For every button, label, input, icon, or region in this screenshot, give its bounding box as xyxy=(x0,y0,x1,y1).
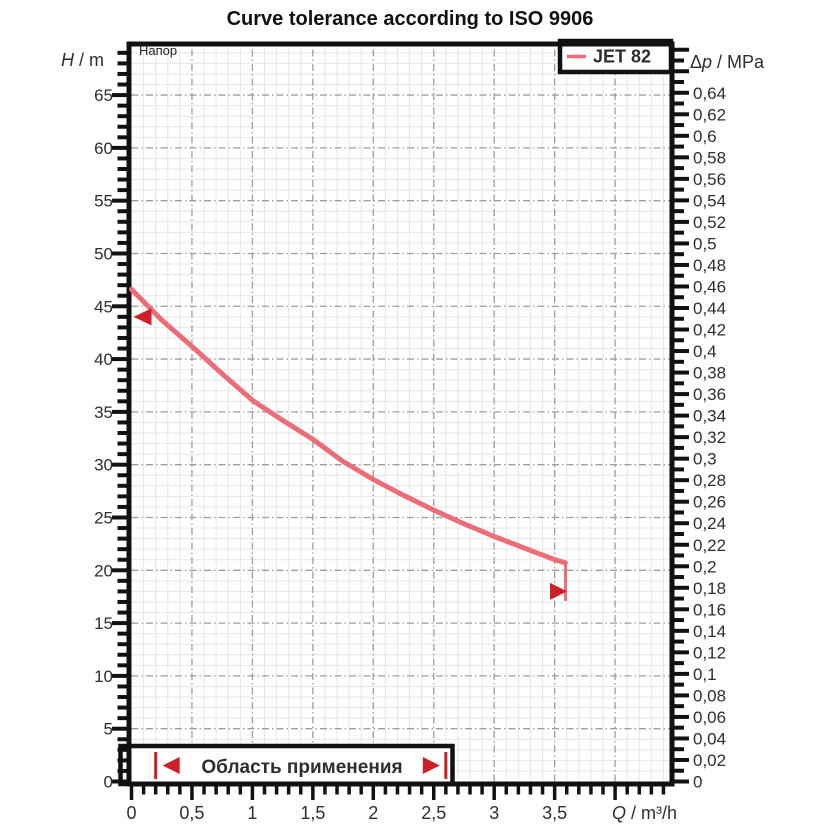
y-right-tick-label: 0,26 xyxy=(693,493,726,512)
y-right-tick-label: 0,2 xyxy=(693,557,717,576)
right-axis-ticks xyxy=(674,47,689,784)
x-tick-label: 2,5 xyxy=(421,803,446,823)
x-tick-label: 0,5 xyxy=(179,803,204,823)
chart-generated-series xyxy=(129,54,586,779)
x-tick-label: 1,5 xyxy=(300,803,325,823)
x-tick-label: 3 xyxy=(489,803,499,823)
y-right-tick-label: 0,42 xyxy=(693,321,726,340)
y-right-tick-label: 0,46 xyxy=(693,277,726,296)
y-right-tick-label: 0,14 xyxy=(693,622,726,641)
y-right-tick-label: 0 xyxy=(693,773,702,792)
curve-start-marker-icon xyxy=(133,308,152,326)
y-right-tick-label: 0,44 xyxy=(693,299,726,318)
y-left-tick-label: 35 xyxy=(94,403,113,422)
y-right-tick-label: 0,4 xyxy=(693,342,717,361)
application-range-label: Область применения xyxy=(201,757,402,778)
y-right-tick-label: 0,56 xyxy=(693,170,726,189)
y-right-axis-title: Δp / MPa xyxy=(690,52,765,72)
y-left-tick-label: 20 xyxy=(94,561,113,580)
y-right-tick-label: 0,12 xyxy=(693,643,726,662)
y-right-tick-label: 0,28 xyxy=(693,471,726,490)
y-right-tick-label: 0,08 xyxy=(693,686,726,705)
x-tick-label: 2 xyxy=(368,803,378,823)
y-left-tick-label: 40 xyxy=(94,350,113,369)
chart-generated-background: 0510152025303540455055606500,020,040,060… xyxy=(61,38,765,823)
y-right-tick-label: 0,06 xyxy=(693,708,726,727)
y-right-tick-label: 0,18 xyxy=(693,579,726,598)
axis-frame xyxy=(126,41,675,787)
range-right-arrow-icon xyxy=(422,757,440,774)
y-right-tick-label: 0,52 xyxy=(693,213,726,232)
y-right-tick-label: 0,24 xyxy=(693,514,726,533)
major-grid xyxy=(131,46,670,782)
y-right-tick-label: 0,36 xyxy=(693,385,726,404)
x-axis-ticks xyxy=(129,786,666,800)
y-left-tick-label: 45 xyxy=(94,297,113,316)
y-right-tick-label: 0,48 xyxy=(693,256,726,275)
y-left-tick-label: 25 xyxy=(94,508,113,527)
x-axis-tick-labels: 0 0,5 1 1,5 2 2,5 3 3,5 xyxy=(126,803,567,823)
x-axis-title: Q / m³/h xyxy=(612,803,677,823)
y-right-tick-label: 0,32 xyxy=(693,428,726,447)
y-left-tick-label: 65 xyxy=(94,86,113,105)
chart-title: Curve tolerance according to ISO 9906 xyxy=(226,8,594,30)
y-right-tick-label: 0,34 xyxy=(693,407,726,426)
minor-grid xyxy=(131,46,670,782)
right-axis-tick-labels: 0 0,02 0,04 0,06 0,08 0,1 0,12 0,14 0,16 0,18 0,2 0… xyxy=(693,84,726,792)
y-left-tick-label: 30 xyxy=(94,456,113,475)
pump-curve xyxy=(129,286,568,566)
y-left-tick-label: 60 xyxy=(94,139,113,158)
y-right-tick-label: 0,64 xyxy=(693,84,726,103)
legend-series-label: JET 82 xyxy=(593,47,651,67)
y-right-tick-label: 0,04 xyxy=(693,729,726,748)
left-axis-tick-labels: 0 5 10 15 20 25 30 35 40 45 50 55 60 65 xyxy=(94,86,113,791)
range-start-bar xyxy=(154,752,158,779)
left-axis-ticks xyxy=(112,50,127,784)
y-right-tick-label: 0,3 xyxy=(693,450,717,469)
y-left-tick-label: 15 xyxy=(94,614,113,633)
y-right-tick-label: 0,1 xyxy=(693,665,717,684)
curve-end-marker-icon xyxy=(550,582,568,600)
y-left-tick-label: 50 xyxy=(94,244,113,263)
y-right-tick-label: 0,22 xyxy=(693,536,726,555)
y-right-tick-label: 0,54 xyxy=(693,191,726,210)
y-right-tick-label: 0,62 xyxy=(693,105,726,124)
y-left-tick-label: 5 xyxy=(104,720,113,739)
y-left-tick-label: 55 xyxy=(94,192,113,211)
y-right-tick-label: 0,16 xyxy=(693,600,726,619)
plot-inner-label: Напор xyxy=(139,43,177,58)
range-left-arrow-icon xyxy=(162,757,180,774)
y-right-tick-label: 0,6 xyxy=(693,127,717,146)
y-left-tick-label: 10 xyxy=(94,667,113,686)
y-right-tick-label: 0,02 xyxy=(693,751,726,770)
x-tick-label: 1 xyxy=(247,803,257,823)
application-range-markers xyxy=(154,752,448,779)
x-tick-label: 3,5 xyxy=(542,803,567,823)
y-right-tick-label: 0,5 xyxy=(693,234,717,253)
y-left-tick-label: 0 xyxy=(104,773,113,792)
y-left-axis-title: H / m xyxy=(61,50,104,70)
x-tick-label: 0 xyxy=(126,803,136,823)
y-right-tick-label: 0,58 xyxy=(693,148,726,167)
y-right-tick-label: 0,38 xyxy=(693,364,726,383)
range-end-bar xyxy=(444,752,448,779)
